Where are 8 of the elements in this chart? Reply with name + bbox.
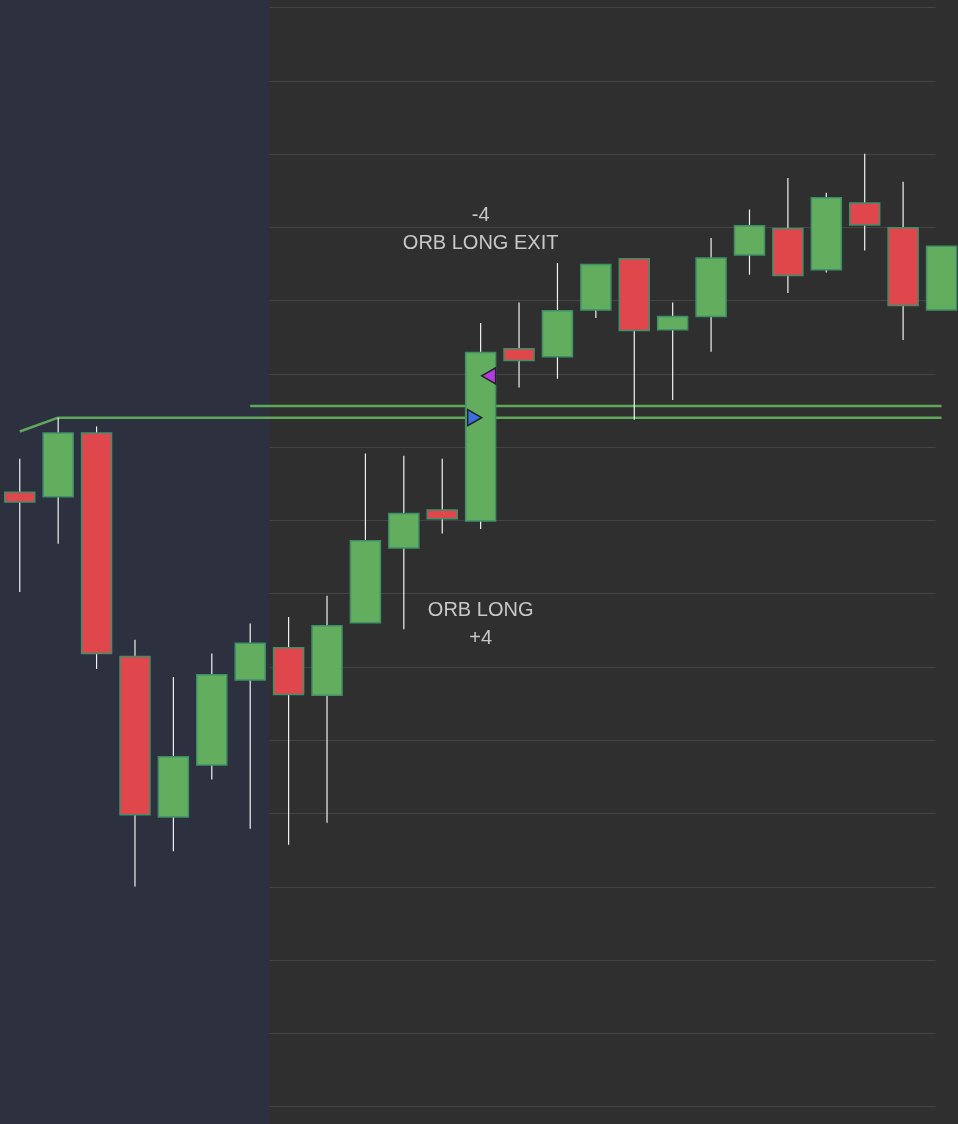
candlestick: [4, 458, 36, 593]
annotation: -4: [471, 203, 490, 225]
annotation: ORB LONG EXIT: [402, 231, 559, 253]
candlestick: [503, 302, 535, 389]
annotation: +4: [469, 626, 493, 648]
candlestick: [426, 458, 458, 534]
candlestick: [656, 302, 689, 401]
annotation: ORB LONG: [427, 598, 534, 620]
